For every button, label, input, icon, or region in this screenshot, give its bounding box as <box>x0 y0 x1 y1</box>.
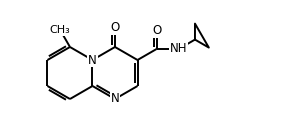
Text: NH: NH <box>170 43 187 55</box>
Text: N: N <box>111 92 119 105</box>
Text: N: N <box>88 54 97 67</box>
Text: CH₃: CH₃ <box>50 25 71 35</box>
Text: O: O <box>152 24 161 37</box>
Text: O: O <box>110 21 120 34</box>
